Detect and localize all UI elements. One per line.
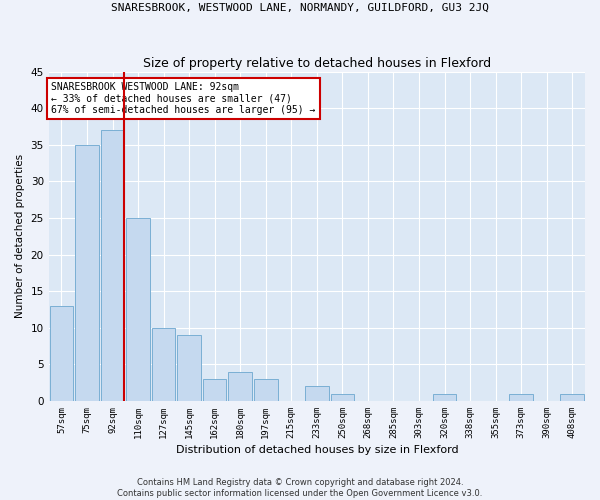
Bar	[254, 379, 278, 401]
Bar	[178, 335, 201, 401]
Title: Size of property relative to detached houses in Flexford: Size of property relative to detached ho…	[143, 58, 491, 70]
Bar	[509, 394, 533, 401]
Bar	[433, 394, 456, 401]
Bar	[229, 372, 252, 401]
Text: Contains HM Land Registry data © Crown copyright and database right 2024.
Contai: Contains HM Land Registry data © Crown c…	[118, 478, 482, 498]
Bar	[50, 306, 73, 401]
Bar	[560, 394, 584, 401]
Bar	[101, 130, 124, 401]
Bar	[203, 379, 226, 401]
Y-axis label: Number of detached properties: Number of detached properties	[15, 154, 25, 318]
Bar	[152, 328, 175, 401]
Bar	[305, 386, 329, 401]
Text: SNARESBROOK, WESTWOOD LANE, NORMANDY, GUILDFORD, GU3 2JQ: SNARESBROOK, WESTWOOD LANE, NORMANDY, GU…	[111, 2, 489, 12]
X-axis label: Distribution of detached houses by size in Flexford: Distribution of detached houses by size …	[176, 445, 458, 455]
Bar	[127, 218, 150, 401]
Bar	[75, 145, 99, 401]
Bar	[331, 394, 354, 401]
Text: SNARESBROOK WESTWOOD LANE: 92sqm
← 33% of detached houses are smaller (47)
67% o: SNARESBROOK WESTWOOD LANE: 92sqm ← 33% o…	[52, 82, 316, 114]
